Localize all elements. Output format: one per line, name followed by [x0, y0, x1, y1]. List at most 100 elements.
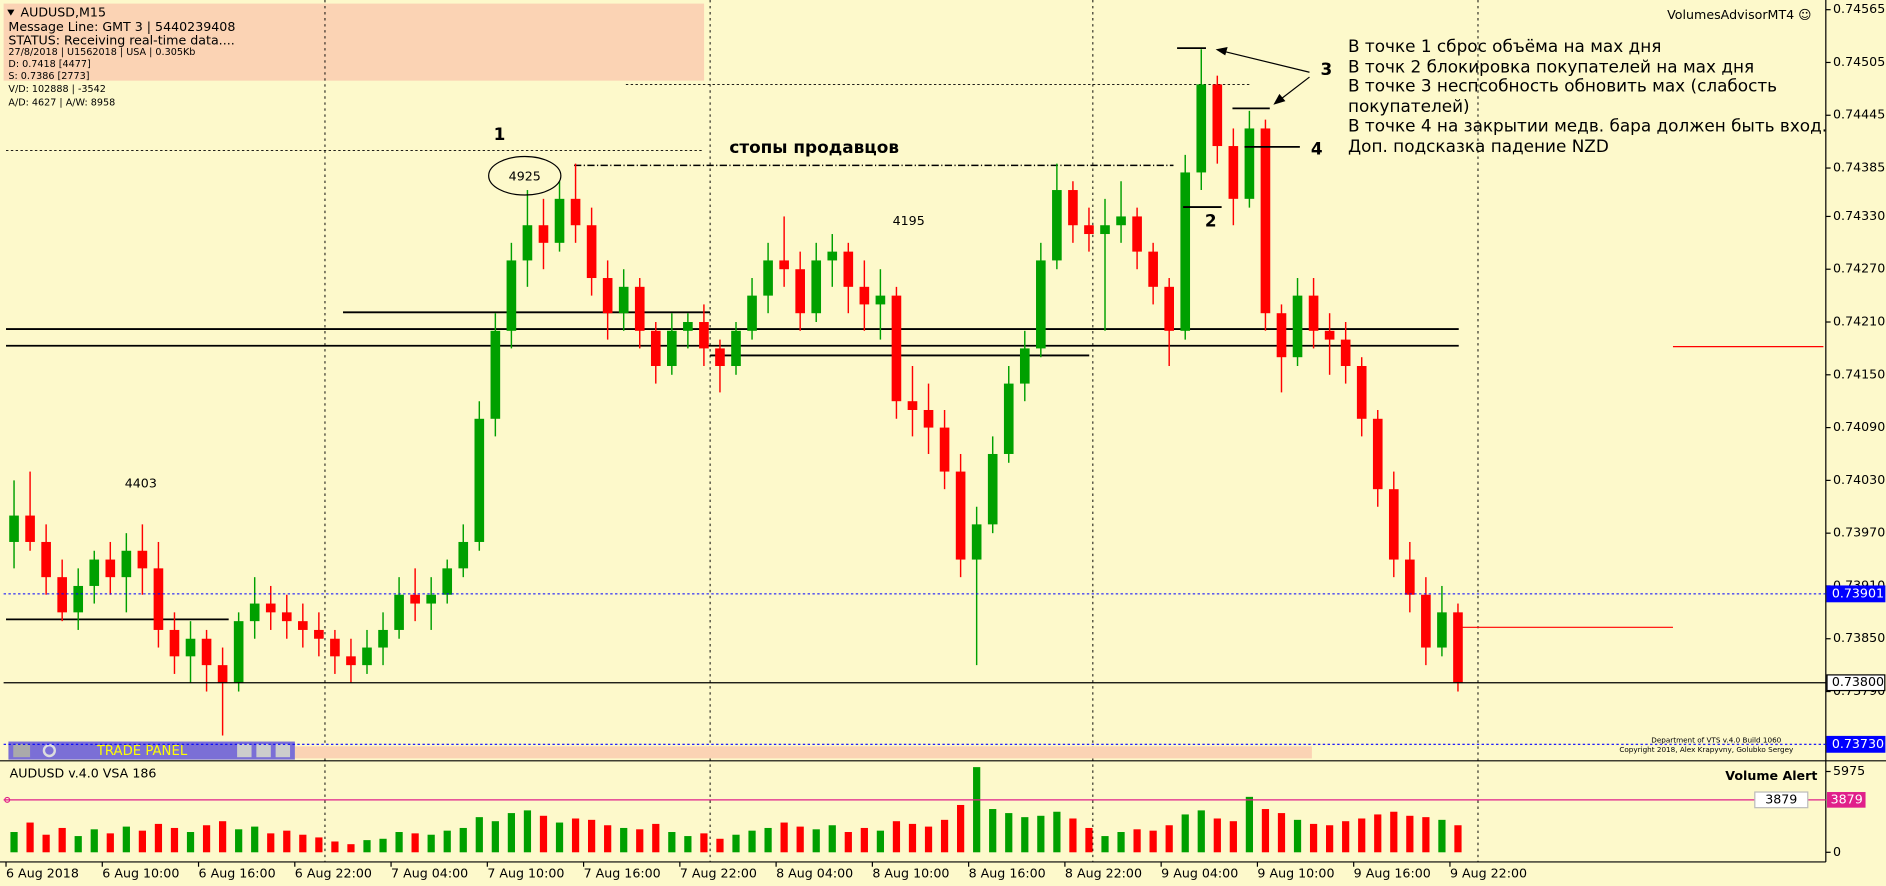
candle-body	[105, 559, 116, 578]
volume-bar	[812, 829, 820, 853]
candle-body	[1052, 190, 1062, 261]
volume-bar	[379, 838, 387, 853]
volume-bar	[860, 827, 868, 853]
price-label-box	[1826, 735, 1886, 753]
alert-axis-value: 3879	[1831, 791, 1863, 806]
volume-bar	[1165, 825, 1173, 853]
candle-body	[1164, 286, 1174, 331]
info-line: 27/8/2018 | U1562018 | USA | 0.305Kb	[8, 47, 195, 58]
y-tick-label: 0.74565	[1833, 1, 1885, 16]
volume-bar	[924, 826, 933, 853]
candle-body	[153, 568, 164, 630]
candle-body	[1068, 190, 1078, 226]
alert-title: Volume Alert	[1725, 768, 1817, 783]
volume-bar	[1406, 815, 1414, 853]
volume-bar	[1069, 818, 1077, 853]
volume-bar	[908, 823, 917, 853]
menu-arrow	[7, 9, 15, 16]
candle-body	[41, 541, 51, 578]
volume-bar	[443, 830, 451, 853]
candle-body	[618, 286, 629, 314]
volume-bar	[732, 834, 740, 853]
panel-button[interactable]	[237, 743, 252, 758]
volume-bar	[1326, 825, 1334, 853]
y-tick-label: 0.74385	[1833, 160, 1885, 175]
x-tick-label: 8 Aug 16:00	[969, 865, 1046, 880]
candle-body	[875, 295, 886, 305]
annotation: 2	[1205, 210, 1217, 230]
panel-button[interactable]	[256, 743, 271, 758]
volume-bar	[668, 832, 676, 853]
volume-bar	[555, 822, 564, 853]
candle-body	[699, 322, 709, 349]
y-tick-label: 0.74030	[1833, 472, 1885, 487]
volume-bar	[74, 836, 82, 853]
x-tick-label: 7 Aug 10:00	[487, 865, 564, 880]
candle-body	[490, 330, 501, 419]
candle-body	[891, 295, 902, 402]
candle-body	[843, 251, 854, 287]
volume-bar	[973, 767, 981, 853]
trade-panel[interactable]	[8, 741, 295, 760]
volume-bar	[154, 823, 163, 853]
candle-body	[1356, 366, 1367, 419]
volume-bar	[283, 830, 291, 853]
volume-bar	[1213, 818, 1221, 853]
volume-bar	[26, 822, 34, 853]
volume-bar	[90, 829, 98, 853]
volume-bar	[1422, 817, 1430, 853]
volume-bar	[764, 827, 772, 853]
candle-body	[667, 330, 677, 367]
candle-body	[1100, 225, 1110, 235]
volume-bar	[571, 818, 580, 853]
y-tick-label: 0.73970	[1833, 525, 1885, 540]
volume-bar	[1245, 796, 1254, 853]
volume-bar	[235, 829, 243, 853]
candle-body	[747, 295, 757, 331]
volume-bar	[1261, 809, 1270, 853]
candle-body	[169, 629, 180, 657]
candle-body	[201, 638, 212, 666]
x-tick-label: 6 Aug 22:00	[295, 865, 372, 880]
volume-bar	[1277, 813, 1286, 853]
candle-body	[233, 621, 244, 683]
candle-body	[731, 330, 741, 367]
x-tick-label: 6 Aug 2018	[6, 865, 79, 880]
volume-bar	[1293, 819, 1302, 853]
candle-body	[410, 594, 420, 604]
volume-bar	[1181, 814, 1189, 853]
candle-body	[506, 260, 517, 331]
candle-body	[217, 665, 228, 683]
alert-axis-label	[1827, 792, 1866, 808]
note-line: В точке 3 неспсобность обновить мах (сла…	[1348, 76, 1777, 96]
panel-button[interactable]	[275, 743, 291, 758]
volume-bar	[331, 841, 339, 853]
x-tick-label: 8 Aug 04:00	[776, 865, 853, 880]
candle-body	[650, 330, 661, 367]
volume-bar	[957, 804, 965, 853]
volume-bar	[459, 827, 467, 853]
candle-body	[811, 260, 822, 314]
volume-bar	[1005, 813, 1013, 853]
candle-body	[1180, 172, 1191, 331]
volume-bar	[58, 827, 66, 853]
candle-body	[1036, 260, 1046, 349]
volume-bar	[411, 833, 419, 853]
candle-body	[554, 198, 565, 243]
info-line: D: 0.7418 [4477]	[8, 59, 90, 70]
price-label-box	[1826, 674, 1886, 692]
settings-icon[interactable]	[42, 743, 56, 758]
note-line: покупателей)	[1348, 96, 1470, 116]
candle-body	[586, 225, 597, 279]
candle-body	[57, 577, 67, 613]
volume-bar	[652, 823, 660, 853]
volume-bar	[1374, 814, 1382, 853]
volume-bar	[1358, 818, 1366, 853]
volume-bar	[251, 826, 259, 853]
volume-bar	[427, 834, 435, 853]
candle-body	[634, 286, 645, 331]
info-line: Message Line: GMT 3 | 5440239408	[8, 19, 235, 35]
price-label: 0.73901	[1832, 585, 1884, 600]
panel-icon[interactable]	[13, 743, 31, 758]
candle-body	[426, 594, 436, 604]
